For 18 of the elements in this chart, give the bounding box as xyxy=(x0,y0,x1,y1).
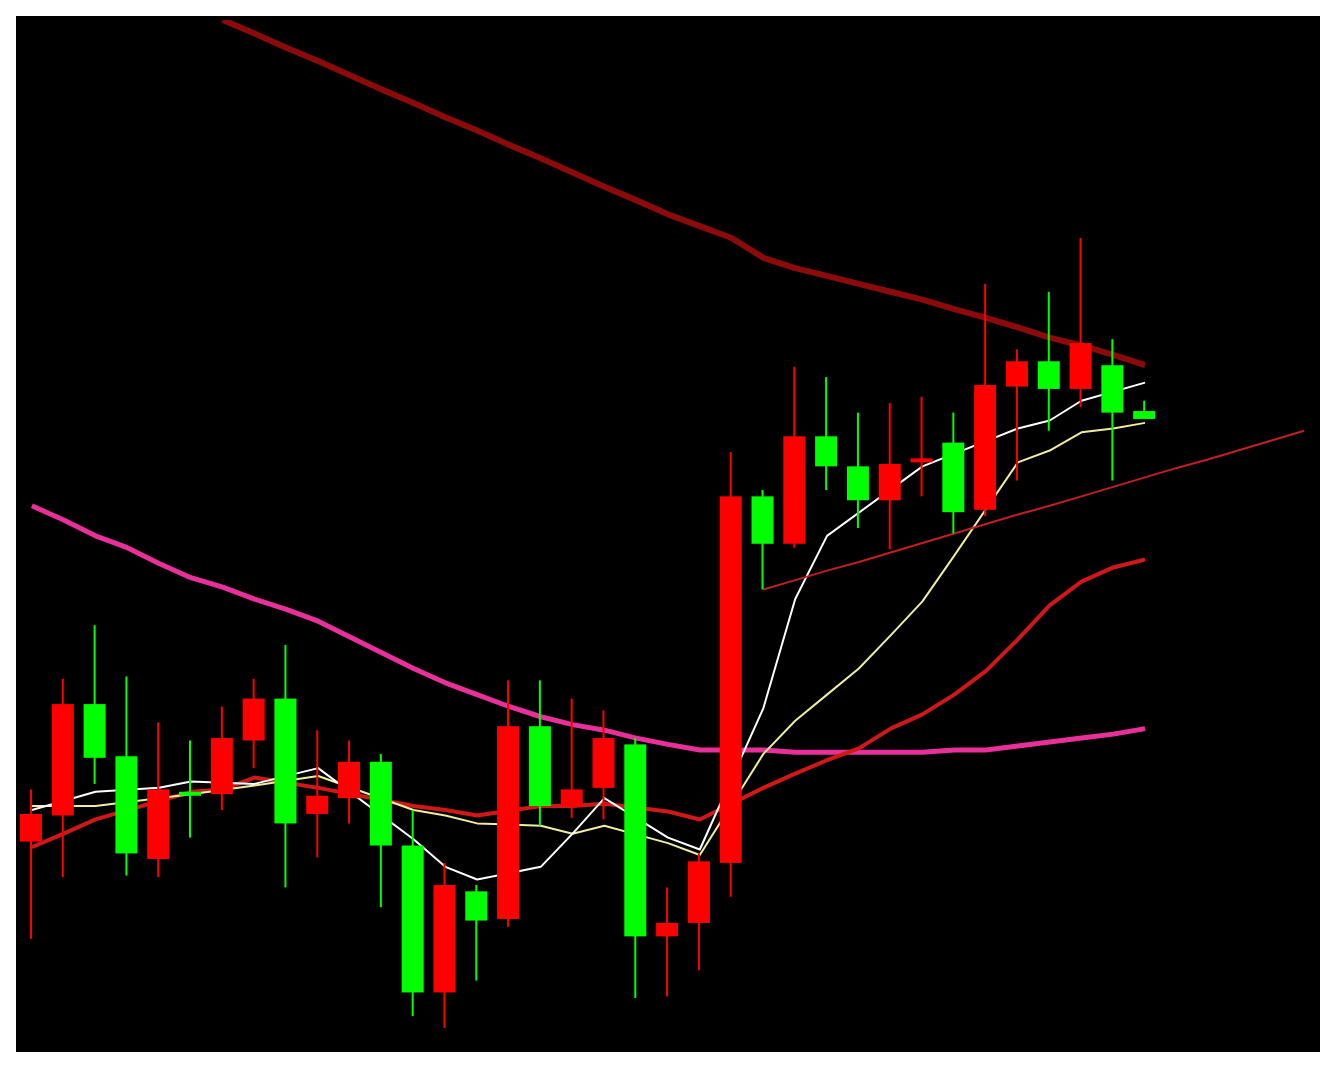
candlestick xyxy=(1133,399,1156,420)
candlestick xyxy=(846,411,869,529)
candlestick xyxy=(242,677,265,770)
candlestick xyxy=(306,729,329,859)
candlestick xyxy=(179,739,202,839)
candlestick xyxy=(815,376,838,492)
candlestick xyxy=(20,788,42,940)
candlestick xyxy=(656,886,679,998)
candlestick xyxy=(338,739,361,825)
candlestick xyxy=(751,489,774,591)
candlestick xyxy=(465,884,488,982)
candlestick xyxy=(1037,290,1060,432)
candlestick xyxy=(560,697,583,819)
candlestick xyxy=(1101,338,1124,482)
candlestick xyxy=(1069,237,1092,409)
candlestick xyxy=(910,395,933,498)
candlestick xyxy=(1005,348,1028,482)
candlestick xyxy=(878,402,901,551)
